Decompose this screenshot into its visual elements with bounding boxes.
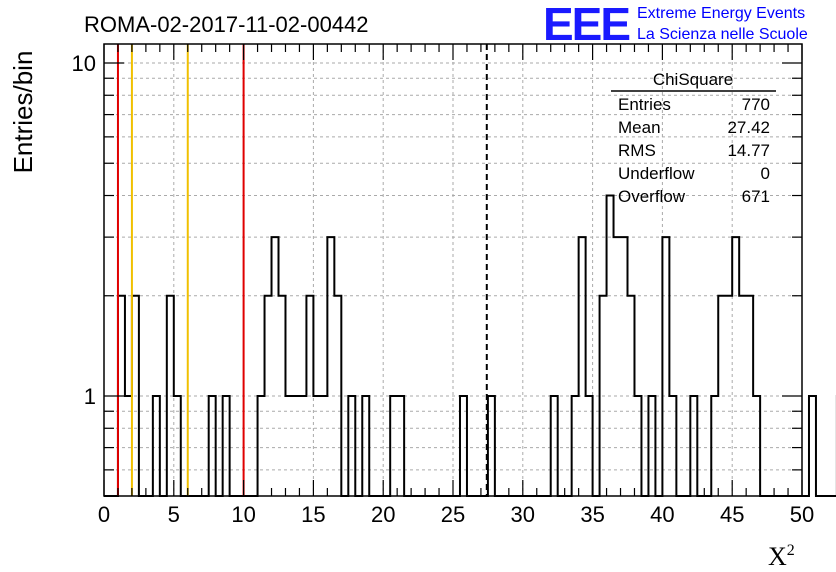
y-tick-label: 10 [72, 51, 96, 76]
histogram-bin [167, 296, 174, 496]
histogram-bin [725, 296, 732, 496]
histogram-bin [551, 396, 558, 496]
stats-label: Underflow [618, 164, 695, 183]
stats-value: 770 [742, 95, 770, 114]
histogram-bin [600, 296, 607, 496]
histogram-bin [327, 237, 334, 496]
histogram-bin [669, 396, 676, 496]
histogram-bin [460, 396, 467, 496]
stats-rows: Entries 770 Mean 27.42 RMS 14.77 Underflow 0 Ove… [618, 95, 770, 206]
histogram-bin [739, 296, 746, 496]
grid-lines [103, 44, 803, 496]
x-tick-label: 45 [720, 502, 744, 527]
histogram-outline [104, 194, 836, 497]
histogram-bin [279, 296, 286, 496]
histogram-bin [614, 237, 621, 496]
histogram-bin [223, 396, 230, 496]
eee-logo: EEE [543, 0, 629, 50]
histogram-bin [132, 296, 139, 496]
logo-line-2: La Scienza nelle Scuole [637, 26, 808, 43]
stats-title: ChiSquare [653, 70, 733, 89]
histogram-bin [621, 237, 628, 496]
histogram-bin [607, 196, 614, 496]
histogram-bin [746, 296, 753, 496]
stats-value: 14.77 [727, 141, 770, 160]
histogram-bin [362, 396, 369, 496]
x-axis-label-base: X [768, 542, 787, 571]
histogram-bin [306, 296, 313, 496]
histogram-bin [662, 237, 669, 496]
y-axis-label: Entries/bin [8, 51, 38, 174]
histogram-bin [753, 396, 760, 496]
histogram-bin [313, 396, 320, 496]
histogram-bin [125, 396, 132, 496]
histogram-bin [397, 396, 404, 496]
chart-title: ROMA-02-2017-11-02-00442 [84, 12, 369, 37]
histogram-bin [299, 396, 306, 496]
y-tick-label: 1 [84, 384, 96, 409]
x-tick-label: 5 [168, 502, 180, 527]
stats-value: 0 [761, 164, 770, 183]
marker-lines [116, 44, 488, 496]
histogram-bin [488, 396, 495, 496]
histogram-bin [711, 396, 718, 496]
histogram-bin [265, 296, 272, 496]
x-tick-label: 20 [371, 502, 395, 527]
histogram-bin [572, 396, 579, 496]
histogram-bin [634, 396, 641, 496]
histogram-bars [104, 194, 836, 497]
histogram-bin [292, 396, 299, 496]
histogram-bin [648, 396, 655, 496]
x-tick-label: 40 [650, 502, 674, 527]
stats-label: RMS [618, 141, 656, 160]
histogram-bin [809, 396, 816, 496]
histogram-bin [348, 396, 355, 496]
histogram-bin [579, 237, 586, 496]
stats-box: ChiSquare Entries 770 Mean 27.42 RMS 14.77 Und… [611, 70, 776, 206]
histogram-bin [320, 396, 327, 496]
histogram-bin [628, 296, 635, 496]
x-tick-label: 0 [98, 502, 110, 527]
x-axis-label-sup: 2 [787, 542, 795, 559]
histogram-bin [174, 396, 181, 496]
histogram-bin [390, 396, 397, 496]
x-tick-label: 10 [231, 502, 255, 527]
histogram-bin [258, 396, 265, 496]
stats-label: Mean [618, 118, 661, 137]
x-tick-label: 50 [790, 502, 814, 527]
histogram-bin [272, 237, 279, 496]
x-axis-label: X2 [768, 542, 795, 571]
x-tick-label: 35 [580, 502, 604, 527]
stats-value: 671 [742, 187, 770, 206]
x-tick-label: 15 [301, 502, 325, 527]
x-tick-label: 25 [441, 502, 465, 527]
histogram-bin [285, 396, 292, 496]
histogram-bin [153, 396, 160, 496]
logo-line-1: Extreme Energy Events [637, 5, 805, 22]
histogram-bin [586, 396, 593, 496]
histogram-bin [690, 396, 697, 496]
histogram-bin [209, 396, 216, 496]
histogram-bin [718, 296, 725, 496]
histogram-bin [334, 296, 341, 496]
stats-value: 27.42 [727, 118, 770, 137]
x-tick-label: 30 [511, 502, 535, 527]
axis-ticks: 0 5 10 15 20 25 30 35 40 45 50 1 10 [72, 44, 814, 527]
histogram-bin [732, 237, 739, 496]
stats-label: Entries [618, 95, 671, 114]
stats-label: Overflow [618, 187, 686, 206]
